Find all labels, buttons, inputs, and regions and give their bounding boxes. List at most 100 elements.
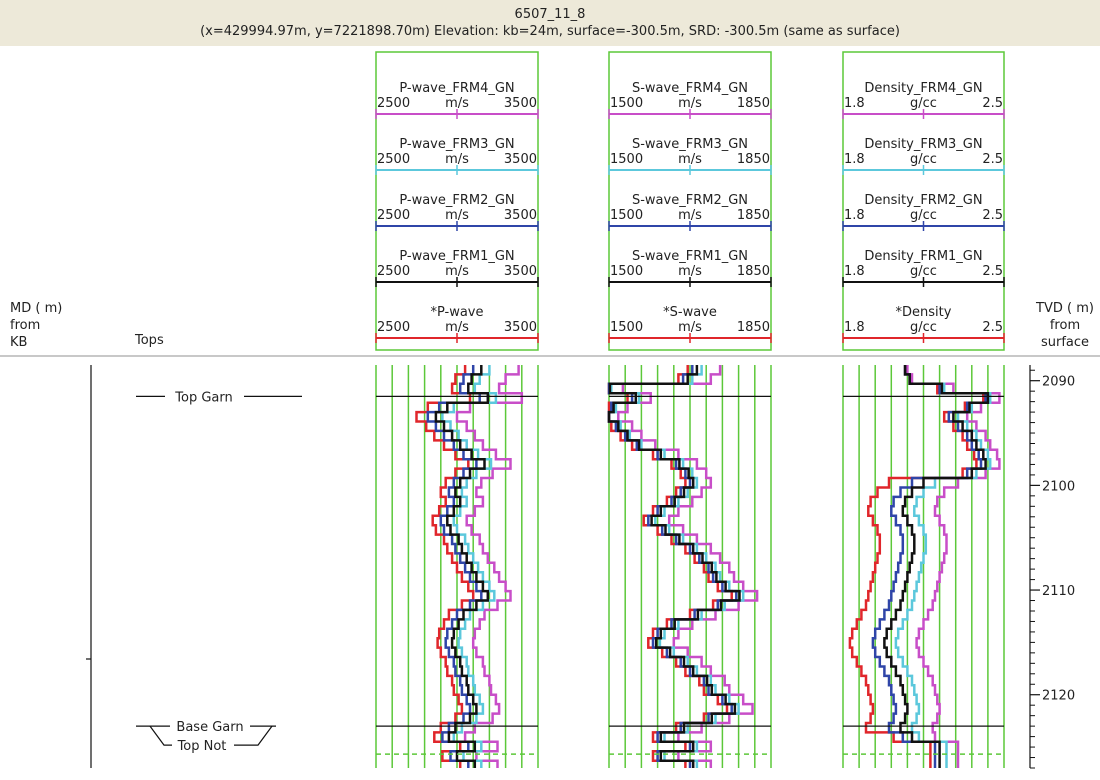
top-not-leader — [234, 725, 273, 746]
curve-min-label: 1.8 — [844, 264, 865, 279]
curve-swave-frm4 — [617, 365, 759, 768]
track-header-frame — [842, 51, 1005, 351]
curve-name-label: *S-wave — [663, 305, 717, 320]
curve-pwave-original — [415, 365, 475, 768]
tvd-from-label: from — [1049, 318, 1081, 333]
curve-density-frm2 — [871, 365, 987, 768]
curve-unit-label: g/cc — [910, 320, 937, 335]
curve-max-label: 2.5 — [982, 152, 1003, 167]
curve-max-label: 3500 — [504, 320, 537, 335]
curve-unit-label: m/s — [678, 264, 702, 279]
tvd-tick-label: 2090 — [1042, 375, 1075, 390]
well-title-bar: 6507_11_8 (x=429994.97m, y=7221898.70m) … — [0, 0, 1100, 46]
well-info: (x=429994.97m, y=7221898.70m) Elevation:… — [200, 24, 900, 39]
curve-unit-label: m/s — [678, 208, 702, 223]
md-kb-label: KB — [10, 335, 28, 350]
top-garn-label: Top Garn — [174, 390, 232, 405]
curve-max-label: 1850 — [737, 320, 770, 335]
md-axis-header: MD ( m) from KB — [10, 300, 70, 351]
curve-unit-label: m/s — [445, 96, 469, 111]
track-header-frame — [375, 51, 539, 351]
curve-max-label: 3500 — [504, 96, 537, 111]
md-from-label: from — [10, 318, 41, 333]
curve-name-label: *Density — [896, 305, 952, 320]
curve-name-label: P-wave_FRM4_GN — [399, 81, 514, 96]
curve-min-label: 1500 — [610, 208, 643, 223]
curve-min-label: 1500 — [610, 320, 643, 335]
top-not-label: Top Not — [177, 739, 227, 754]
curve-min-label: 2500 — [377, 264, 410, 279]
curve-unit-label: g/cc — [910, 264, 937, 279]
tvd-tick-label: 2110 — [1042, 584, 1075, 599]
curve-unit-label: g/cc — [910, 208, 937, 223]
curve-min-label: 2500 — [377, 152, 410, 167]
curve-name-label: Density_FRM1_GN — [864, 249, 982, 264]
curve-max-label: 3500 — [504, 264, 537, 279]
curve-swave-frm2 — [607, 365, 738, 768]
curve-density-frm3 — [894, 365, 992, 768]
curve-min-label: 1.8 — [844, 208, 865, 223]
curve-min-label: 1500 — [610, 96, 643, 111]
curve-name-label: S-wave_FRM1_GN — [632, 249, 748, 264]
curve-unit-label: m/s — [445, 152, 469, 167]
curve-name-label: P-wave_FRM3_GN — [399, 137, 514, 152]
tvd-axis-header: TVD ( m) from surface — [1032, 300, 1098, 351]
curve-pwave-frm1 — [434, 365, 490, 768]
curve-unit-label: m/s — [445, 264, 469, 279]
curve-name-label: Density_FRM2_GN — [864, 193, 982, 208]
tvd-tick-label: 2100 — [1042, 479, 1075, 494]
curve-swave-original — [607, 365, 733, 768]
md-label: MD ( m) — [10, 301, 63, 316]
curve-max-label: 1850 — [737, 152, 770, 167]
curve-max-label: 3500 — [504, 152, 537, 167]
tvd-surface-label: surface — [1040, 335, 1090, 350]
curve-name-label: *P-wave — [430, 305, 483, 320]
curve-name-label: Density_FRM3_GN — [864, 137, 982, 152]
curve-min-label: 1.8 — [844, 152, 865, 167]
curve-density-frm1 — [883, 365, 990, 768]
curve-name-label: S-wave_FRM3_GN — [632, 137, 748, 152]
top-not-leader — [149, 725, 172, 746]
curve-min-label: 1.8 — [844, 320, 865, 335]
curve-min-label: 2500 — [377, 320, 410, 335]
curve-swave-frm3 — [607, 365, 745, 768]
base-garn-label: Base Garn — [176, 720, 243, 735]
curve-min-label: 1500 — [610, 264, 643, 279]
curve-pwave-frm2 — [426, 365, 483, 768]
curve-min-label: 2500 — [377, 208, 410, 223]
curve-max-label: 3500 — [504, 208, 537, 223]
curve-max-label: 2.5 — [982, 96, 1003, 111]
curve-unit-label: m/s — [678, 96, 702, 111]
curve-min-label: 1.8 — [844, 96, 865, 111]
curve-pwave-frm4 — [455, 365, 524, 768]
curve-min-label: 2500 — [377, 96, 410, 111]
curve-max-label: 1850 — [737, 264, 770, 279]
curve-name-label: P-wave_FRM1_GN — [399, 249, 514, 264]
curve-unit-label: m/s — [678, 152, 702, 167]
curve-unit-label: m/s — [445, 320, 469, 335]
curve-name-label: P-wave_FRM2_GN — [399, 193, 514, 208]
curve-name-label: S-wave_FRM4_GN — [632, 81, 748, 96]
curve-unit-label: g/cc — [910, 152, 937, 167]
curve-pwave-frm3 — [441, 365, 498, 768]
curve-max-label: 1850 — [737, 96, 770, 111]
curve-unit-label: m/s — [678, 320, 702, 335]
curve-unit-label: g/cc — [910, 96, 937, 111]
tvd-tick-label: 2120 — [1042, 689, 1075, 704]
curve-min-label: 1500 — [610, 152, 643, 167]
well-name: 6507_11_8 — [514, 7, 586, 22]
header-separator — [0, 355, 1100, 357]
curve-max-label: 2.5 — [982, 264, 1003, 279]
curve-name-label: Density_FRM4_GN — [864, 81, 982, 96]
curve-max-label: 1850 — [737, 208, 770, 223]
tvd-label: TVD ( m) — [1036, 301, 1094, 316]
track-header-frame — [608, 51, 772, 351]
curve-max-label: 2.5 — [982, 208, 1003, 223]
curve-unit-label: m/s — [445, 208, 469, 223]
curve-max-label: 2.5 — [982, 320, 1003, 335]
curve-name-label: S-wave_FRM2_GN — [632, 193, 748, 208]
tops-header: Tops — [135, 333, 164, 348]
curve-density-frm4 — [906, 365, 1001, 768]
curve-swave-frm1 — [607, 365, 741, 768]
